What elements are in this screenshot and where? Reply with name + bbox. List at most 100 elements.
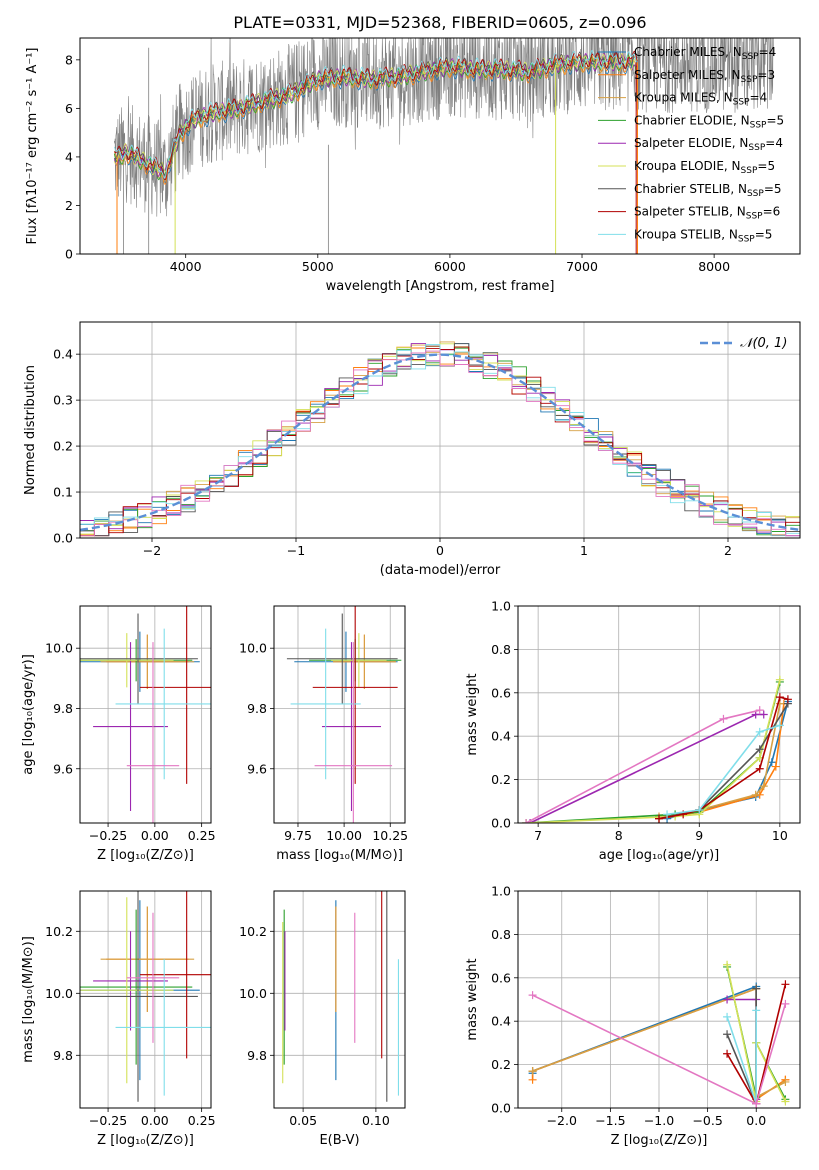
y-tick-label: 0.2 bbox=[491, 1057, 511, 1072]
legend-label-sub: SSP bbox=[750, 120, 767, 130]
x-tick-label: 9 bbox=[695, 828, 703, 843]
x-tick-label: 5000 bbox=[302, 259, 334, 274]
y-tick-label: 0.8 bbox=[491, 642, 511, 657]
x-tick-label: 7 bbox=[534, 828, 542, 843]
x-tick-label: −1.0 bbox=[644, 1113, 674, 1128]
x-tick-label: −2.0 bbox=[547, 1113, 577, 1128]
plus-marker bbox=[775, 693, 784, 702]
plus-marker bbox=[528, 991, 537, 1000]
y-tick-label: 0.2 bbox=[491, 772, 511, 787]
legend-entry-label: Kroupa STELIB, NSSP=5 bbox=[634, 227, 772, 244]
legend-entry-label: Kroupa ELODIE, NSSP=5 bbox=[634, 159, 775, 176]
figure-title: PLATE=0331, MJD=52368, FIBERID=0605, z=0… bbox=[233, 13, 646, 32]
x-tick-label: −0.25 bbox=[89, 1113, 127, 1128]
y-tick-label: 9.8 bbox=[247, 701, 267, 716]
plus-marker bbox=[719, 714, 728, 723]
plus-marker bbox=[752, 984, 761, 993]
x-axis-label: mass [log₁₀(M/M⊙)] bbox=[276, 848, 403, 863]
x-axis-label: Z [log₁₀(Z/Z⊙)] bbox=[97, 1133, 194, 1148]
plus-marker bbox=[775, 721, 784, 730]
x-tick-label: 10.00 bbox=[326, 828, 362, 843]
legend-entry-label: Kroupa MILES, NSSP=4 bbox=[634, 91, 767, 108]
axes-frame bbox=[273, 605, 406, 824]
legend-label-tail: =5 bbox=[766, 113, 784, 127]
model-line-salpeter_elodie bbox=[113, 52, 638, 177]
y-axis-label: Normed distribution bbox=[23, 365, 38, 495]
y-tick-label: 4 bbox=[65, 149, 73, 164]
x-tick-label: 8 bbox=[615, 828, 623, 843]
y-tick-label: 0.4 bbox=[491, 1014, 511, 1029]
plus-marker bbox=[781, 1077, 790, 1086]
y-tick-label: 0.2 bbox=[53, 439, 73, 454]
y-tick-label: 0.3 bbox=[53, 393, 73, 408]
plus-marker bbox=[522, 819, 531, 823]
model-line-kroupa_stelib bbox=[113, 50, 638, 179]
y-tick-label: 9.6 bbox=[53, 761, 73, 776]
x-tick-label: 10 bbox=[772, 828, 788, 843]
residual-legend: 𝒩(0, 1) bbox=[700, 336, 787, 351]
legend-label-sub: SSP bbox=[747, 189, 764, 199]
y-tick-label: 0.4 bbox=[491, 729, 511, 744]
legend-entry-label: Chabrier MILES, NSSP=4 bbox=[634, 45, 776, 62]
y-tick-label: 9.6 bbox=[247, 761, 267, 776]
y-tick-label: 10.0 bbox=[45, 986, 73, 1001]
legend-label-tail: =5 bbox=[764, 182, 782, 196]
plus-marker bbox=[755, 727, 764, 736]
y-tick-label: 9.8 bbox=[247, 1048, 267, 1063]
y-tick-label: 10.0 bbox=[45, 641, 73, 656]
x-tick-label: 4000 bbox=[170, 259, 202, 274]
y-tick-label: 2 bbox=[65, 198, 73, 213]
plus-marker bbox=[723, 1030, 732, 1039]
y-tick-label: 1.0 bbox=[491, 599, 511, 614]
plus-marker bbox=[751, 790, 760, 799]
age_vs_mass-plot-area bbox=[286, 606, 402, 823]
plus-marker bbox=[783, 695, 792, 704]
y-tick-label: 0.6 bbox=[491, 970, 511, 985]
y-tick-label: 9.8 bbox=[53, 701, 73, 716]
gridlines bbox=[80, 606, 211, 823]
y-axis-label: mass [log₁₀(M/M⊙)] bbox=[21, 936, 36, 1063]
legend-label-tail: =3 bbox=[757, 68, 775, 82]
series-line-kroupa_stelib bbox=[666, 724, 781, 816]
x-axis-label: wavelength [Angstrom, rest frame] bbox=[326, 279, 555, 294]
plus-marker bbox=[759, 710, 768, 719]
plus-marker bbox=[771, 762, 780, 771]
legend-label-text: Salpeter MILES, N bbox=[634, 68, 741, 82]
plus-marker bbox=[781, 980, 790, 989]
y-axis-label: mass weight bbox=[465, 673, 480, 755]
spectrum-axes: 4000 5000 6000 7000 8000 0 2 4 6 8 wavelength [Ang… bbox=[25, 37, 801, 294]
y-tick-label: 10.0 bbox=[239, 986, 267, 1001]
plus-marker bbox=[759, 782, 768, 791]
legend-label-sub: SSP bbox=[741, 166, 758, 176]
plus-marker bbox=[723, 1012, 732, 1021]
y-axis-label: mass weight bbox=[465, 958, 480, 1040]
legend-entry-label: Chabrier STELIB, NSSP=5 bbox=[634, 182, 782, 199]
y-tick-label: 10.2 bbox=[45, 924, 73, 939]
plus-marker bbox=[723, 995, 732, 1004]
mass_vs_ebv-axes: 0.05 0.10 9.8 10.0 10.2 E(B-V) bbox=[239, 890, 406, 1148]
y-tick-label: 0.6 bbox=[491, 685, 511, 700]
model-line-chabrier_stelib bbox=[114, 51, 638, 178]
mass_weight_vs_age-plot-area bbox=[522, 675, 792, 823]
y-axis-label: age [log₁₀(age/yr)] bbox=[21, 654, 36, 775]
legend-label-text: Salpeter STELIB, N bbox=[634, 205, 746, 219]
plus-marker bbox=[655, 814, 663, 823]
x-axis-label: Z [log₁₀(Z/Z⊙)] bbox=[97, 848, 194, 863]
x-tick-label: 1 bbox=[580, 543, 588, 558]
x-tick-label: 2 bbox=[724, 543, 732, 558]
legend-label-sub: SSP bbox=[741, 75, 758, 85]
x-tick-label: 0.25 bbox=[188, 828, 216, 843]
y-tick-label: 0.0 bbox=[491, 816, 511, 831]
y-tick-label: 10.2 bbox=[239, 924, 267, 939]
x-tick-label: 0.10 bbox=[362, 1113, 390, 1128]
axes-frame bbox=[79, 605, 212, 824]
gridlines bbox=[274, 891, 405, 1108]
y-axis-label: Flux [fλ10⁻¹⁷ erg cm⁻² s⁻¹ A⁻¹] bbox=[25, 48, 40, 245]
plus-marker bbox=[755, 764, 764, 773]
x-tick-label: 0.00 bbox=[141, 1113, 169, 1128]
x-tick-label: 7000 bbox=[566, 259, 598, 274]
legend-label-text: Kroupa MILES, N bbox=[634, 91, 733, 105]
x-tick-label: −1 bbox=[287, 543, 305, 558]
mass_vs_Z-plot-area bbox=[80, 891, 211, 1102]
x-tick-label: 8000 bbox=[698, 259, 730, 274]
